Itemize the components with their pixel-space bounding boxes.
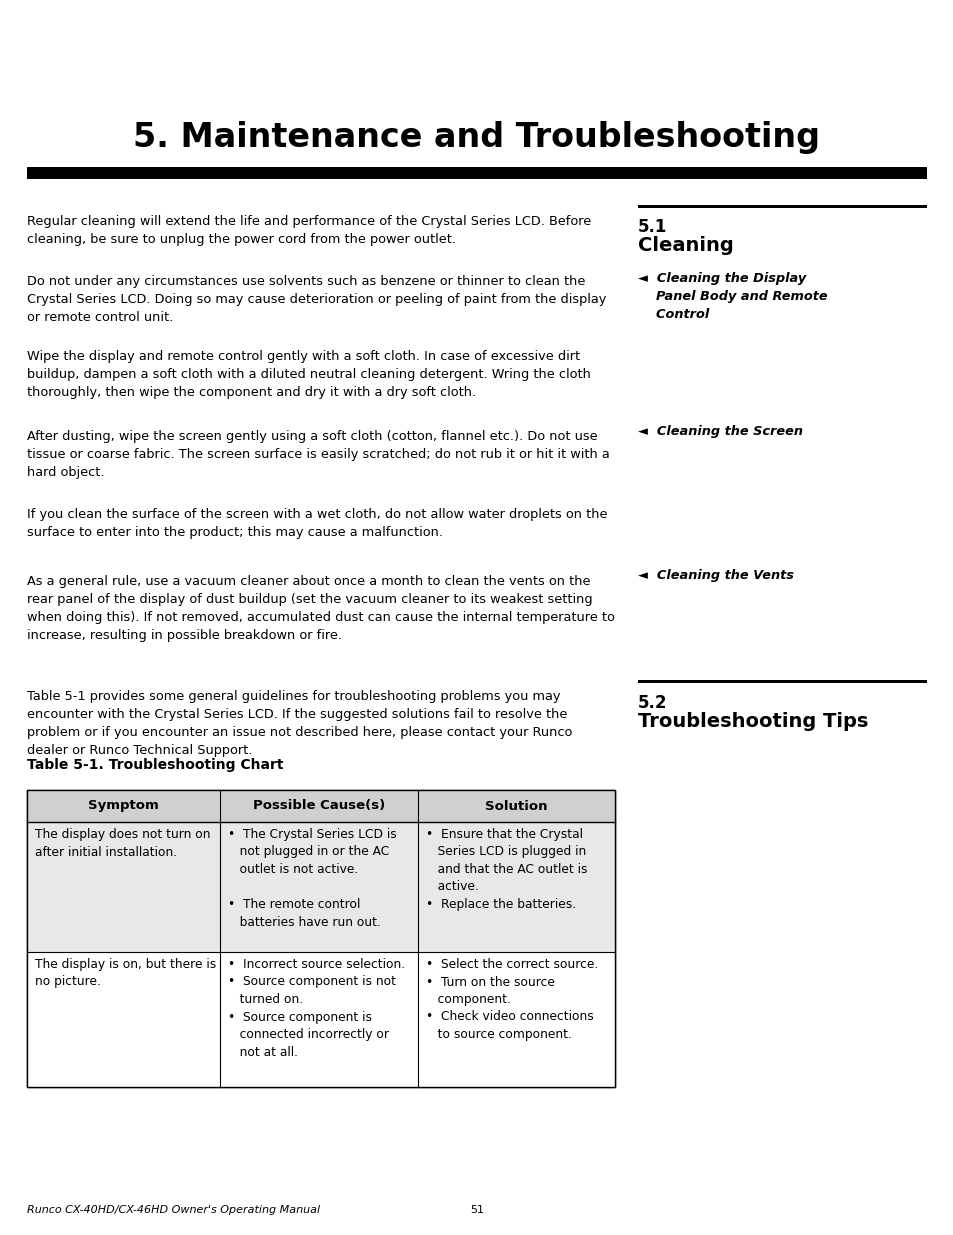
Text: 5.2: 5.2 xyxy=(638,694,667,713)
Text: The display is on, but there is
no picture.: The display is on, but there is no pictu… xyxy=(35,958,216,988)
Text: Wipe the display and remote control gently with a soft cloth. In case of excessi: Wipe the display and remote control gent… xyxy=(27,350,590,399)
Text: Table 5-1. Troubleshooting Chart: Table 5-1. Troubleshooting Chart xyxy=(27,758,283,772)
Text: Possible Cause(s): Possible Cause(s) xyxy=(253,799,385,813)
Bar xyxy=(27,167,926,179)
Text: After dusting, wipe the screen gently using a soft cloth (cotton, flannel etc.).: After dusting, wipe the screen gently us… xyxy=(27,430,609,479)
Text: The display does not turn on
after initial installation.: The display does not turn on after initi… xyxy=(35,827,211,858)
Text: •  Incorrect source selection.
•  Source component is not
   turned on.
•  Sourc: • Incorrect source selection. • Source c… xyxy=(228,958,405,1058)
Text: Symptom: Symptom xyxy=(88,799,159,813)
Bar xyxy=(27,952,615,1087)
Text: 51: 51 xyxy=(470,1205,483,1215)
Bar xyxy=(27,823,615,952)
Text: Regular cleaning will extend the life and performance of the Crystal Series LCD.: Regular cleaning will extend the life an… xyxy=(27,215,591,246)
Text: If you clean the surface of the screen with a wet cloth, do not allow water drop: If you clean the surface of the screen w… xyxy=(27,508,607,538)
Bar xyxy=(27,790,615,1087)
Bar xyxy=(27,790,615,1087)
Bar xyxy=(27,790,615,823)
Text: 5.1: 5.1 xyxy=(638,219,667,236)
Text: Cleaning: Cleaning xyxy=(638,236,733,254)
Text: Solution: Solution xyxy=(485,799,547,813)
Bar xyxy=(638,680,926,683)
Bar xyxy=(638,205,926,207)
Text: Do not under any circumstances use solvents such as benzene or thinner to clean : Do not under any circumstances use solve… xyxy=(27,275,606,324)
Text: 5. Maintenance and Troubleshooting: 5. Maintenance and Troubleshooting xyxy=(133,121,820,154)
Text: Runco CX-40HD/CX-46HD Owner's Operating Manual: Runco CX-40HD/CX-46HD Owner's Operating … xyxy=(27,1205,320,1215)
Text: Table 5-1 provides some general guidelines for troubleshooting problems you may
: Table 5-1 provides some general guidelin… xyxy=(27,690,572,757)
Text: Troubleshooting Tips: Troubleshooting Tips xyxy=(638,713,867,731)
Text: ◄  Cleaning the Screen: ◄ Cleaning the Screen xyxy=(638,425,802,438)
Text: ◄  Cleaning the Display
    Panel Body and Remote
    Control: ◄ Cleaning the Display Panel Body and Re… xyxy=(638,272,827,321)
Text: •  Select the correct source.
•  Turn on the source
   component.
•  Check video: • Select the correct source. • Turn on t… xyxy=(426,958,598,1041)
Text: As a general rule, use a vacuum cleaner about once a month to clean the vents on: As a general rule, use a vacuum cleaner … xyxy=(27,576,615,642)
Text: •  Ensure that the Crystal
   Series LCD is plugged in
   and that the AC outlet: • Ensure that the Crystal Series LCD is … xyxy=(426,827,587,911)
Text: •  The Crystal Series LCD is
   not plugged in or the AC
   outlet is not active: • The Crystal Series LCD is not plugged … xyxy=(228,827,396,929)
Text: ◄  Cleaning the Vents: ◄ Cleaning the Vents xyxy=(638,569,793,582)
